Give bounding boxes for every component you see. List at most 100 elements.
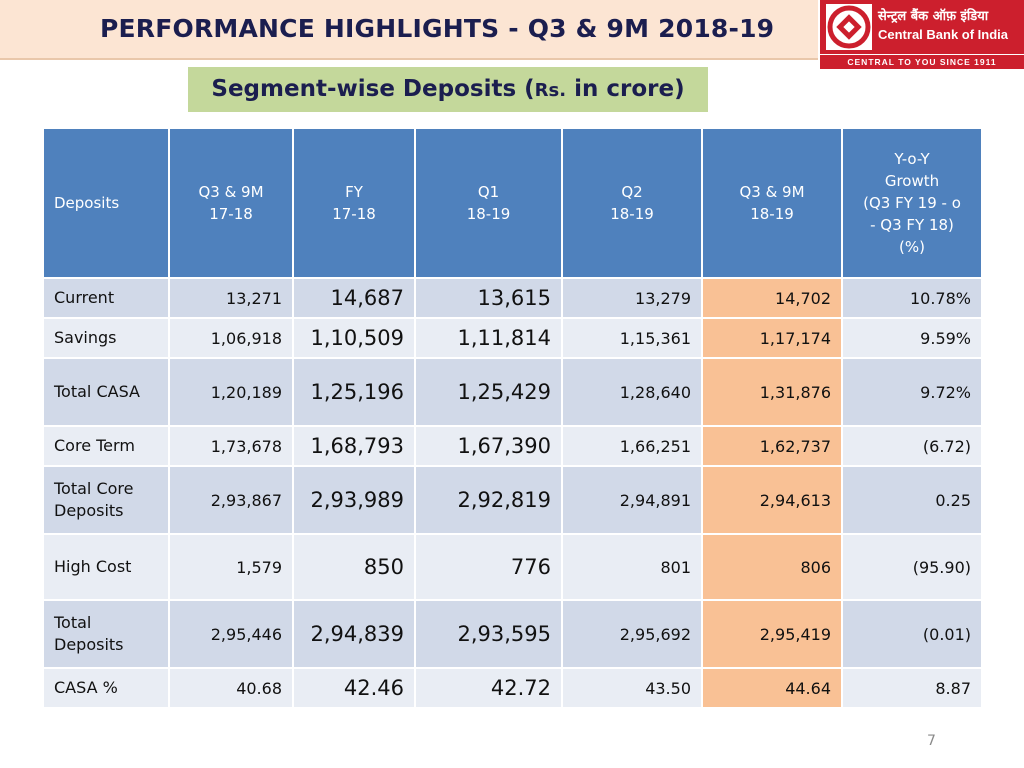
table-cell: 1,68,793 xyxy=(292,425,416,467)
row-label-line: Deposits xyxy=(54,501,124,520)
table-cell: 776 xyxy=(414,533,563,601)
header-deposits: Deposits xyxy=(42,127,170,279)
table-cell: 8.87 xyxy=(841,667,983,709)
header-line: Q1 xyxy=(477,183,500,201)
section-subtitle: Segment-wise Deposits (Rs. in crore) xyxy=(188,67,708,112)
table-cell: 1,67,390 xyxy=(414,425,563,467)
table-cell: 1,10,509 xyxy=(292,317,416,359)
header-line: Y-o-Y xyxy=(894,150,930,168)
table-cell-highlight: 1,31,876 xyxy=(701,357,843,427)
table-cell: (0.01) xyxy=(841,599,983,669)
table-cell: 1,11,814 xyxy=(414,317,563,359)
table-cell: 801 xyxy=(561,533,703,601)
page-title: PERFORMANCE HIGHLIGHTS - Q3 & 9M 2018-19 xyxy=(100,14,775,43)
logo-hindi-text: सेन्ट्रल बैंक ऑफ़ इंडिया xyxy=(878,9,989,24)
header-q3-9m-18-19: Q3 & 9M 18-19 xyxy=(701,127,843,279)
row-label-line: Current xyxy=(54,288,115,307)
central-bank-emblem-icon xyxy=(826,4,872,50)
header-q3-9m-17-18: Q3 & 9M 17-18 xyxy=(168,127,294,279)
table-cell: 2,93,989 xyxy=(292,465,416,535)
header-line: Deposits xyxy=(54,194,120,212)
subtitle-main: Segment-wise Deposits xyxy=(211,76,525,102)
table-cell: 2,95,446 xyxy=(168,599,294,669)
table-cell: (95.90) xyxy=(841,533,983,601)
table-row: Current 13,271 14,687 13,615 13,279 14,7… xyxy=(42,277,983,319)
table-row: Total Core Deposits 2,93,867 2,93,989 2,9… xyxy=(42,465,983,535)
subtitle-close-paren: ) xyxy=(674,76,685,102)
header-line: 18-19 xyxy=(466,205,511,223)
header-line: Q3 & 9M xyxy=(739,183,805,201)
header-fy-17-18: FY 17-18 xyxy=(292,127,416,279)
table-cell: 9.59% xyxy=(841,317,983,359)
table-cell: 13,271 xyxy=(168,277,294,319)
table-cell: 40.68 xyxy=(168,667,294,709)
row-label-line: Total Core xyxy=(54,479,134,498)
logo-tagline: CENTRAL TO YOU SINCE 1911 xyxy=(820,55,1024,69)
table-cell: 10.78% xyxy=(841,277,983,319)
row-label-line: High Cost xyxy=(54,557,132,576)
logo-banner: सेन्ट्रल बैंक ऑफ़ इंडिया Central Bank of… xyxy=(820,0,1024,54)
table-cell: 13,615 xyxy=(414,277,563,319)
table-cell: 2,93,867 xyxy=(168,465,294,535)
table-cell: 1,25,196 xyxy=(292,357,416,427)
header-line: Growth xyxy=(884,172,940,190)
table-cell: 14,687 xyxy=(292,277,416,319)
table-row: Savings 1,06,918 1,10,509 1,11,814 1,15,… xyxy=(42,317,983,359)
row-label-line: Total CASA xyxy=(54,382,140,401)
row-label-line: Core Term xyxy=(54,436,135,455)
table-row: Total Deposits 2,95,446 2,94,839 2,93,595… xyxy=(42,599,983,669)
subtitle-rs: Rs. xyxy=(534,80,567,101)
table-cell: 1,28,640 xyxy=(561,357,703,427)
header-line: - Q3 FY 18) xyxy=(870,216,954,234)
table-cell-highlight: 44.64 xyxy=(701,667,843,709)
table-cell-highlight: 806 xyxy=(701,533,843,601)
table-cell: 1,66,251 xyxy=(561,425,703,467)
subtitle-unit: in crore xyxy=(566,76,675,102)
table-cell: 850 xyxy=(292,533,416,601)
header-q1-18-19: Q1 18-19 xyxy=(414,127,563,279)
table-cell: 0.25 xyxy=(841,465,983,535)
header-line: 17-18 xyxy=(209,205,253,223)
table-cell-highlight: 2,95,419 xyxy=(701,599,843,669)
table-cell: (6.72) xyxy=(841,425,983,467)
header-line: Q3 & 9M xyxy=(198,183,264,201)
table-cell: 9.72% xyxy=(841,357,983,427)
table-cell: 1,15,361 xyxy=(561,317,703,359)
table-cell: 2,93,595 xyxy=(414,599,563,669)
table-cell: 2,94,891 xyxy=(561,465,703,535)
header-yoy-growth: Y-o-Y Growth (Q3 FY 19 - o - Q3 FY 18) (%) xyxy=(841,127,983,279)
row-label: Total CASA xyxy=(42,357,170,427)
table-row: CASA % 40.68 42.46 42.72 43.50 44.64 8.8… xyxy=(42,667,983,709)
table-cell-highlight: 1,17,174 xyxy=(701,317,843,359)
row-label: Total Deposits xyxy=(42,599,170,669)
bank-logo: सेन्ट्रल बैंक ऑफ़ इंडिया Central Bank of… xyxy=(820,0,1024,70)
table-cell: 1,73,678 xyxy=(168,425,294,467)
table-cell: 13,279 xyxy=(561,277,703,319)
header-q2-18-19: Q2 18-19 xyxy=(561,127,703,279)
header-line: (Q3 FY 19 - o xyxy=(863,194,961,212)
table-cell: 1,579 xyxy=(168,533,294,601)
table-cell-highlight: 1,62,737 xyxy=(701,425,843,467)
table-row: Core Term 1,73,678 1,68,793 1,67,390 1,6… xyxy=(42,425,983,467)
deposits-table: Deposits Q3 & 9M 17-18 FY 17-18 Q1 18-19 Q2… xyxy=(42,127,983,709)
row-label-line: Total xyxy=(54,613,92,632)
row-label: High Cost xyxy=(42,533,170,601)
row-label-line: Savings xyxy=(54,328,117,347)
row-label: Total Core Deposits xyxy=(42,465,170,535)
table-cell: 42.72 xyxy=(414,667,563,709)
row-label: Core Term xyxy=(42,425,170,467)
table-cell: 42.46 xyxy=(292,667,416,709)
table-cell: 43.50 xyxy=(561,667,703,709)
table-row: Total CASA 1,20,189 1,25,196 1,25,429 1,… xyxy=(42,357,983,427)
page-number: 7 xyxy=(927,733,936,749)
header-line: Q2 xyxy=(621,183,643,201)
row-label-line: Deposits xyxy=(54,635,124,654)
header-line: FY xyxy=(345,183,363,201)
row-label: Current xyxy=(42,277,170,319)
table-cell: 1,25,429 xyxy=(414,357,563,427)
header-line: 18-19 xyxy=(750,205,794,223)
table-cell: 1,06,918 xyxy=(168,317,294,359)
table-cell: 2,95,692 xyxy=(561,599,703,669)
subtitle-open-paren: ( xyxy=(524,76,535,102)
logo-english-text: Central Bank of India xyxy=(878,27,1009,42)
